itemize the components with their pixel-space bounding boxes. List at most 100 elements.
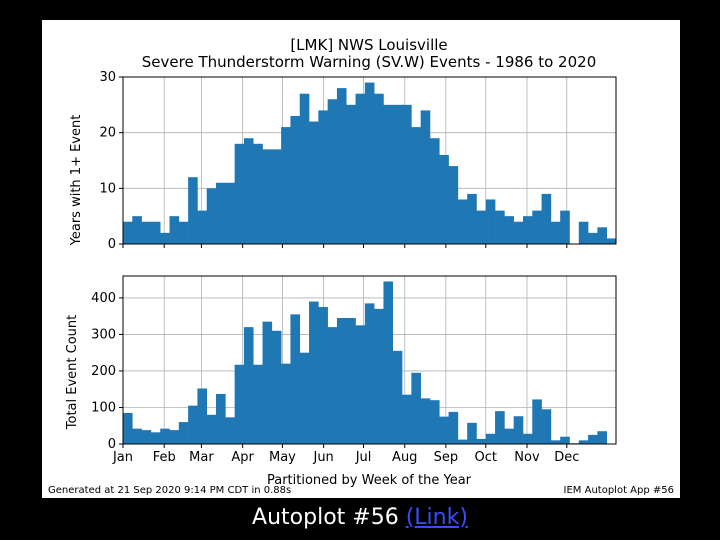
top-plot-frame	[122, 76, 617, 245]
top-bar-week-26	[355, 93, 366, 244]
bottom-bar-week-26	[355, 325, 366, 444]
top-bar-week-16	[262, 149, 273, 244]
top-bar-week-21	[309, 121, 319, 244]
bottom-bar-week-35	[439, 416, 449, 444]
top-panel: 0 10 20 30	[99, 70, 617, 252]
top-bar-week-18	[281, 127, 291, 244]
top-bar-week-9	[197, 210, 208, 244]
top-y-tick-label: 0	[108, 237, 116, 252]
bottom-bar-week-23	[327, 327, 338, 444]
top-bar-week-35	[439, 154, 449, 244]
caption-text: Autoplot #56	[252, 505, 399, 530]
bottom-bar-week-32	[411, 372, 421, 444]
bottom-bar-week-24	[336, 318, 347, 444]
bottom-bar-week-22	[318, 307, 328, 444]
bottom-bar-week-5	[160, 428, 170, 444]
bottom-bar-week-45	[532, 399, 542, 444]
bottom-bar-week-7	[178, 422, 189, 444]
bottom-bar-week-16	[262, 321, 273, 444]
top-bar-week-29	[383, 104, 394, 244]
top-bar-week-24	[336, 88, 347, 244]
bottom-bar-week-30	[392, 350, 403, 444]
bottom-bar-week-21	[309, 301, 319, 444]
bottom-bar-week-48	[560, 436, 570, 444]
top-bar-week-34	[429, 138, 440, 244]
top-bar-week-22	[318, 110, 328, 245]
x-tick-label-aug: Aug	[392, 450, 417, 465]
bottom-panel: 0 100 200 300 400 Jan Feb Mar Apr May Jun Jul Aug Sep…	[91, 275, 617, 465]
top-bar-week-37	[457, 199, 468, 244]
top-bar-week-19	[290, 115, 301, 244]
bottom-bar-week-42	[504, 428, 514, 444]
bottom-bar-week-34	[429, 400, 440, 444]
bottom-bar-week-41	[495, 411, 505, 444]
top-bar-week-13	[234, 143, 245, 244]
chart-title: [LMK] NWS Louisville	[290, 36, 447, 54]
bottom-plot-frame	[122, 275, 617, 445]
bottom-bar-week-14	[243, 327, 254, 444]
top-bar-week-11	[216, 182, 226, 244]
top-y-axis-label: Years with 1+ Event	[69, 115, 84, 247]
top-bar-week-7	[178, 221, 189, 244]
bottom-y-tick-label: 100	[91, 400, 116, 415]
bottom-bar-week-52	[597, 431, 607, 444]
bottom-bar-week-12	[225, 417, 235, 444]
bottom-bar-week-33	[420, 398, 431, 444]
x-tick-label-jul: Jul	[355, 450, 372, 465]
top-bar-week-50	[578, 221, 589, 244]
top-bar-week-10	[206, 188, 217, 244]
bottom-bar-week-36	[448, 411, 459, 444]
top-bar-week-12	[225, 182, 235, 244]
top-bar-week-46	[541, 193, 552, 244]
x-tick-label-dec: Dec	[554, 450, 579, 465]
bottom-bar-week-20	[299, 352, 310, 444]
bottom-bar-week-38	[467, 422, 477, 444]
bottom-y-tick-label: 0	[108, 437, 116, 452]
x-axis-label: Partitioned by Week of the Year	[267, 473, 472, 488]
bottom-bar-week-9	[197, 388, 208, 444]
bottom-bar-week-40	[485, 433, 496, 444]
bottom-bar-week-44	[522, 433, 533, 444]
top-bar-week-2	[132, 216, 142, 244]
x-tick-label-mar: Mar	[189, 450, 214, 465]
bottom-bar-week-13	[234, 364, 245, 444]
bottom-y-tick-label: 400	[91, 291, 116, 306]
x-tick-label-jun: Jun	[312, 450, 333, 465]
top-bar-week-33	[420, 110, 431, 245]
bottom-bar-week-47	[550, 440, 561, 444]
bottom-y-tick-label: 300	[91, 327, 116, 342]
top-bar-week-32	[411, 127, 421, 244]
bottom-bar-week-10	[206, 414, 217, 444]
x-tick-label-may: May	[269, 450, 296, 465]
bottom-bar-week-39	[476, 438, 487, 444]
top-bar-week-39	[476, 210, 487, 244]
bottom-bar-week-46	[541, 409, 552, 444]
top-bar-week-28	[374, 93, 384, 244]
x-tick-label-apr: Apr	[231, 450, 254, 465]
bottom-bar-week-50	[578, 440, 589, 444]
top-bar-week-45	[532, 210, 542, 244]
caption-link[interactable]: (Link)	[405, 505, 468, 530]
bottom-bar-week-3	[141, 430, 152, 444]
bottom-bar-week-17	[271, 330, 282, 444]
bottom-bar-week-37	[457, 439, 468, 444]
top-bar-week-47	[550, 221, 561, 244]
x-tick-label-feb: Feb	[153, 450, 176, 465]
top-bar-week-17	[271, 149, 282, 244]
top-bar-week-3	[141, 221, 152, 244]
bottom-bar-week-19	[290, 314, 301, 444]
bottom-y-tick-label: 200	[91, 364, 116, 379]
bottom-bar-week-11	[216, 393, 226, 444]
bottom-bar-week-25	[346, 318, 356, 444]
top-bar-week-20	[299, 93, 310, 244]
top-bar-week-4	[150, 221, 161, 244]
x-tick-label-jan: Jan	[112, 450, 133, 465]
top-bar-week-53	[606, 238, 617, 244]
x-tick-label-sep: Sep	[434, 450, 459, 465]
chart-figure: [LMK] NWS Louisville Severe Thunderstorm…	[42, 20, 680, 498]
bottom-y-axis-label: Total Event Count	[65, 315, 80, 430]
top-bar-week-31	[402, 104, 412, 244]
top-bar-week-51	[588, 232, 598, 244]
x-tick-label-nov: Nov	[514, 450, 540, 465]
bottom-bar-week-28	[374, 308, 384, 444]
